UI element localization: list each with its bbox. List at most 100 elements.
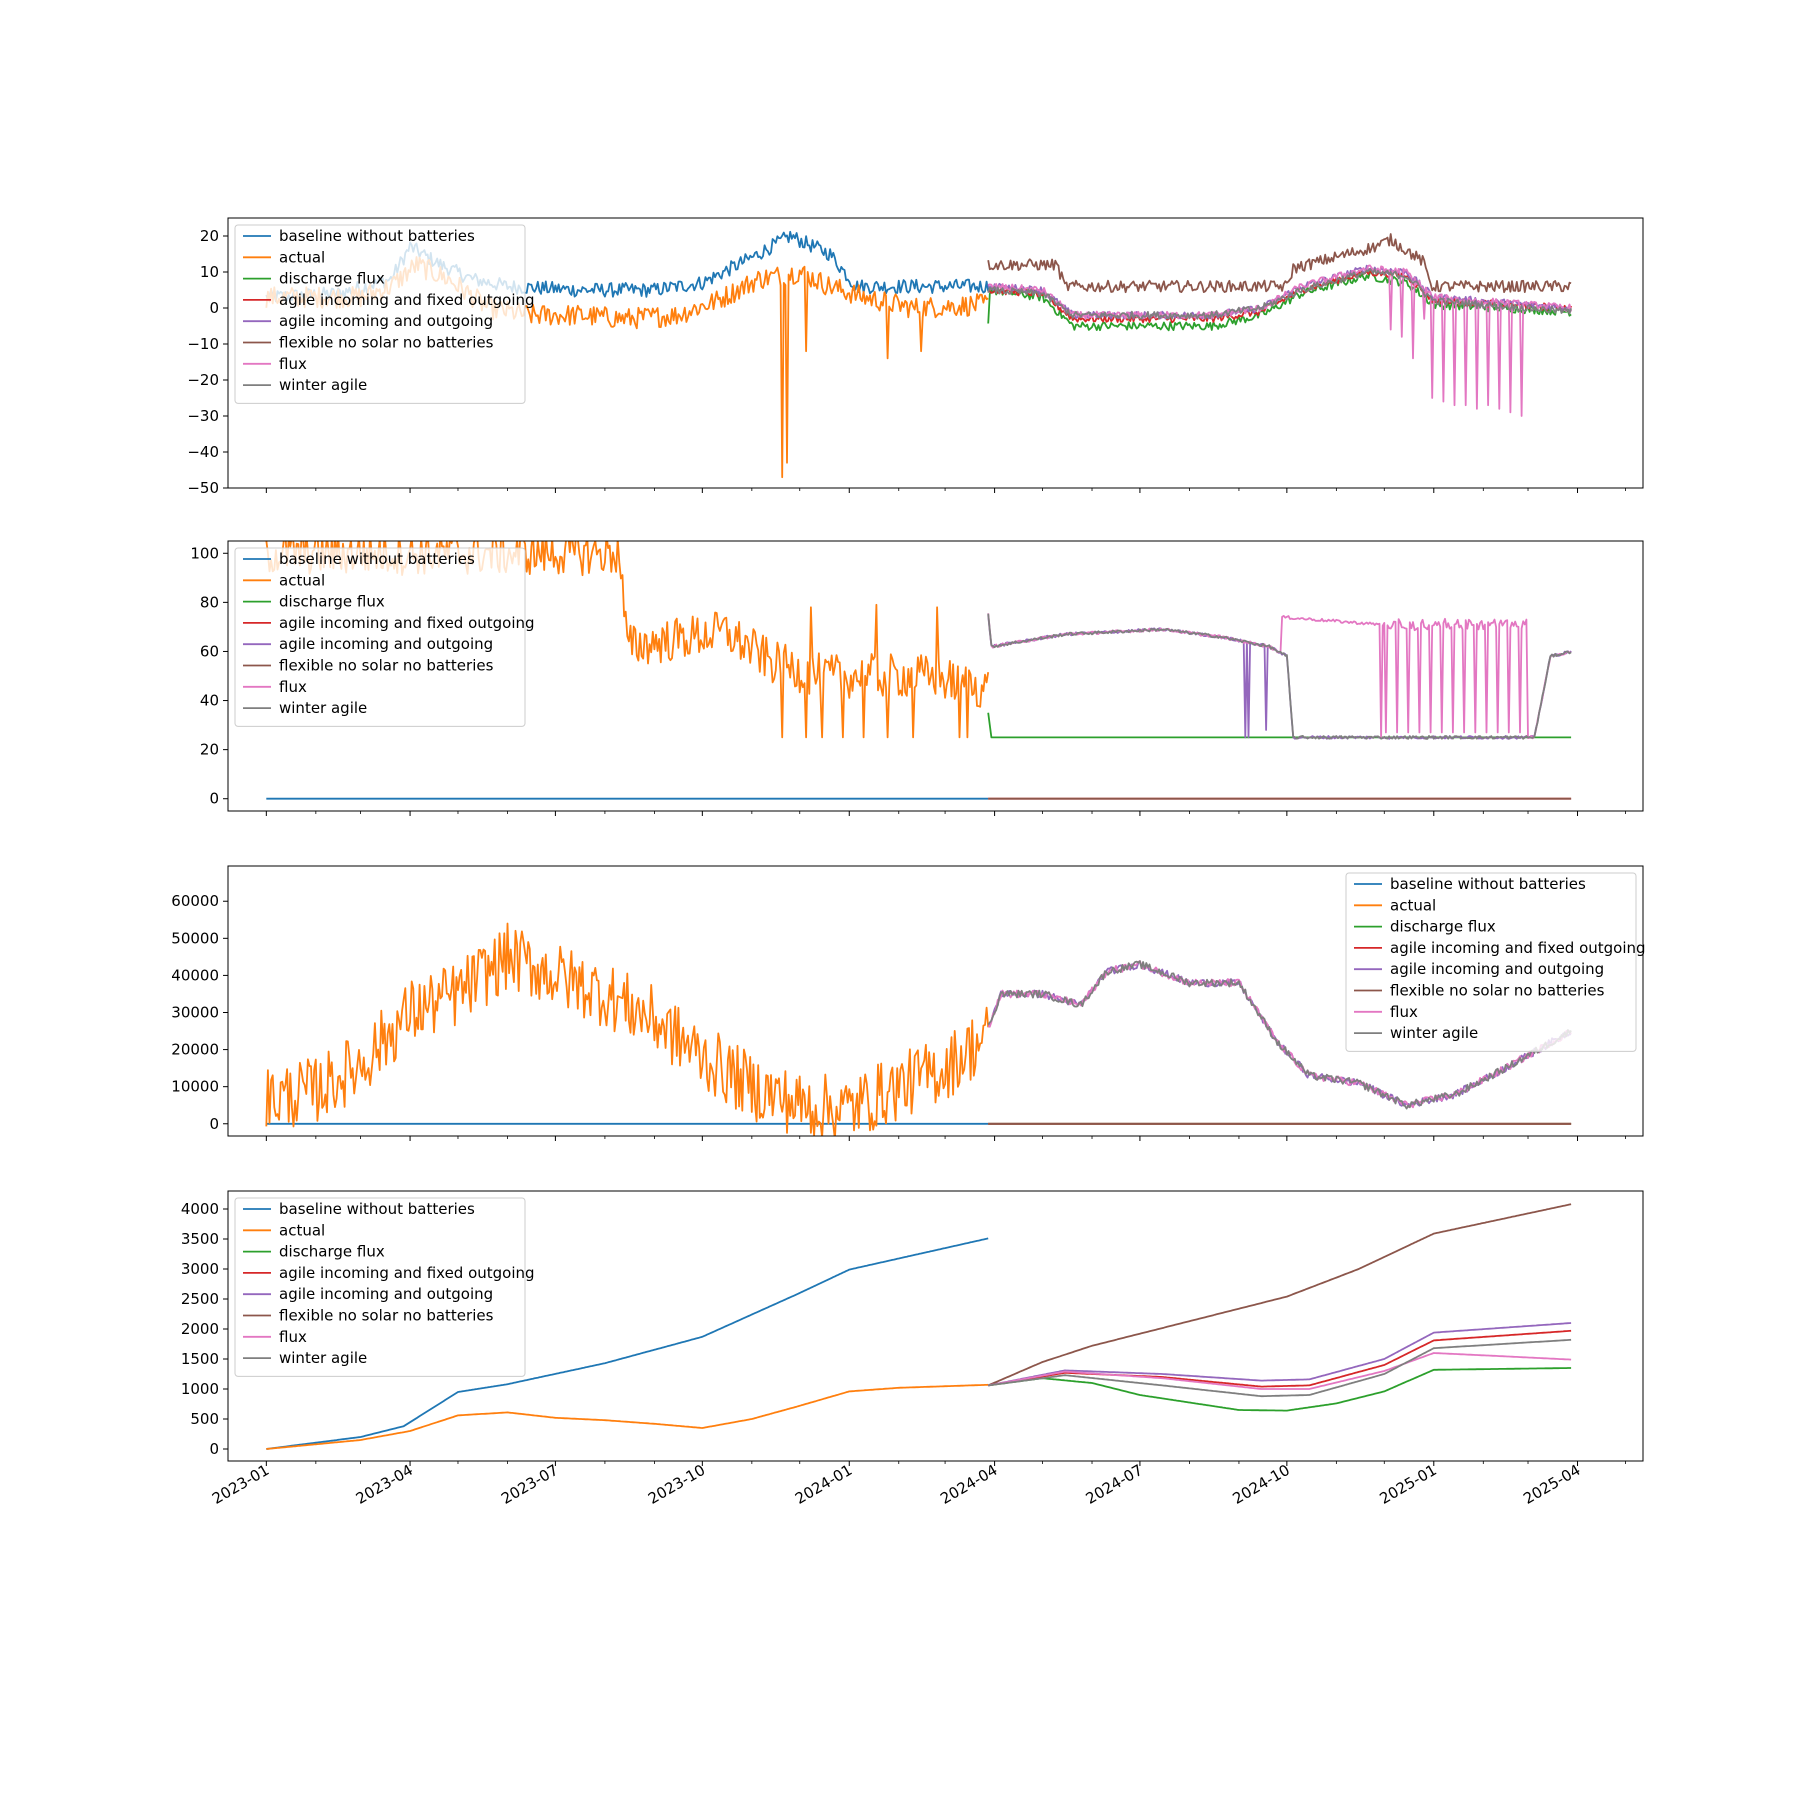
series-group [265,922,1572,1136]
y-tick-label: 60000 [171,892,219,910]
legend-label: agile incoming and fixed outgoing [1390,939,1646,957]
legend-label: agile incoming and outgoing [279,312,493,330]
legend-label: agile incoming and fixed outgoing [279,1264,535,1282]
panel-4: 4000 3500 3000 2500 2000 1500 1000 500 0 baseline… [181,1190,1644,1466]
y-tick-label: 100 [190,544,219,562]
legend-label: discharge flux [279,1243,385,1261]
legend-label: baseline without batteries [279,227,475,245]
y-tick-label: −30 [187,407,219,425]
y-tick-label: 20000 [171,1041,219,1059]
series-discharge-flux [987,271,1572,332]
series-agile-incoming-and-fixed-outgoing [988,1329,1572,1388]
axes-frame [227,540,1644,812]
legend-label: flexible no solar no batteries [1390,982,1605,1000]
legend-label: winter agile [279,376,367,394]
series-actual [265,922,990,1136]
y-tick-label: 0 [209,1115,219,1133]
legend: baseline without batteries actual discharg… [234,547,535,727]
series-winter-agile [988,1338,1572,1398]
y-tick-label: 0 [209,1440,219,1458]
series-agile-incoming-and-outgoing [987,264,1572,320]
series-winter-agile [987,960,1572,1110]
y-tick-label: 4000 [181,1200,219,1218]
legend-box [1345,872,1637,1052]
x-tick-label: 2024-04 [937,1461,1000,1508]
axes-frame [227,865,1644,1137]
legend-label: flux [279,678,307,696]
legend-label: winter agile [1390,1024,1478,1042]
y-tick-label: 20 [200,741,219,759]
legend-label: discharge flux [279,270,385,288]
legend-label: winter agile [279,699,367,717]
legend: baseline without batteries actual discharg… [234,1197,535,1377]
x-tick-label: 2023-01 [209,1461,272,1508]
legend-label: flexible no solar no batteries [279,1307,494,1325]
y-tick-label: 10 [200,263,219,281]
legend-label: actual [1390,896,1436,914]
series-flexible-no-solar-no-batteries [987,1203,1572,1387]
legend-label: agile incoming and fixed outgoing [279,291,535,309]
y-tick-label: 2500 [181,1290,219,1308]
y-tick-label: 50000 [171,929,219,947]
legend-box [234,1197,526,1377]
axes-frame [227,217,1644,489]
y-tick-label: 40 [200,692,219,710]
series-actual [266,1383,989,1450]
y-tick-label: 60 [200,642,219,660]
series-flux [988,1352,1572,1390]
legend: baseline without batteries actual discharg… [1345,872,1646,1052]
series-baseline-without-batteries [266,1237,989,1450]
panel-2: 100 80 60 40 20 0 baseline without batteries ac… [190,540,1644,816]
y-tick-label: 2000 [181,1320,219,1338]
x-tick-label: 2024-01 [792,1461,855,1508]
legend-label: flux [1390,1003,1418,1021]
legend-label: discharge flux [279,593,385,611]
legend-label: discharge flux [1390,918,1496,936]
legend-box [234,224,526,404]
panel-1: 20 10 0 −10 −20 −30 −40 −50 baseline without bat… [187,217,1644,497]
y-tick-label: 1500 [181,1350,219,1368]
y-tick-label: −50 [187,479,219,497]
y-tick-label: −20 [187,371,219,389]
legend-box [234,547,526,727]
series-discharge-flux [988,1367,1572,1412]
y-tick-label: 30000 [171,1003,219,1021]
series-agile-incoming-and-outgoing [988,1322,1572,1387]
legend-label: flux [279,355,307,373]
y-tick-label: 0 [209,299,219,317]
legend-label: agile incoming and outgoing [1390,960,1604,978]
y-tick-label: 1000 [181,1380,219,1398]
legend-label: agile incoming and outgoing [279,1285,493,1303]
legend-label: baseline without batteries [1390,875,1586,893]
series-flux [987,264,1572,417]
series-winter-agile [987,267,1572,320]
y-tick-label: 80 [200,593,219,611]
legend-label: baseline without batteries [279,1200,475,1218]
x-tick-label: 2025-04 [1520,1461,1583,1508]
y-tick-label: 20 [200,227,219,245]
legend-label: winter agile [279,1349,367,1367]
y-tick-label: 40000 [171,966,219,984]
x-tick-label: 2023-07 [498,1461,561,1508]
series-flexible-no-solar-no-batteries [987,233,1572,294]
legend-label: flexible no solar no batteries [279,334,494,352]
legend-label: agile incoming and outgoing [279,635,493,653]
y-tick-label: −10 [187,335,219,353]
panel-3: 60000 50000 40000 30000 20000 10000 0 baseline … [171,865,1646,1141]
x-tick-label: 2024-07 [1083,1461,1146,1508]
y-tick-label: 500 [190,1410,219,1428]
y-tick-label: −40 [187,443,219,461]
legend-label: actual [279,1221,325,1239]
legend-label: actual [279,571,325,589]
series-winter-agile [987,613,1572,740]
legend-label: agile incoming and fixed outgoing [279,614,535,632]
y-tick-label: 3500 [181,1230,219,1248]
y-tick-label: 10000 [171,1078,219,1096]
y-tick-label: 3000 [181,1260,219,1278]
legend-label: actual [279,248,325,266]
legend: baseline without batteries actual discharg… [234,224,535,404]
y-tick-label: 0 [209,790,219,808]
legend-label: flux [279,1328,307,1346]
x-tick-label: 2024-10 [1230,1461,1293,1508]
